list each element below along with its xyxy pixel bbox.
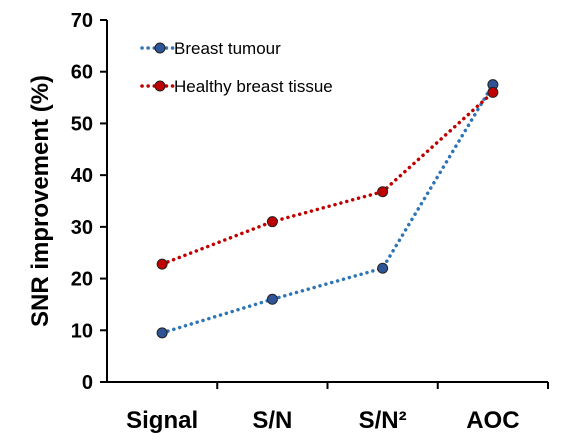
data-point	[266, 293, 278, 305]
y-axis-label: SNR improvement (%)	[27, 75, 54, 327]
series-line	[160, 82, 495, 335]
legend-marker	[154, 80, 166, 92]
series-lines	[156, 79, 499, 339]
legend-label: Breast tumour	[174, 39, 281, 58]
y-tick-label: 50	[71, 113, 93, 135]
y-tick-label: 40	[71, 165, 93, 187]
data-point	[487, 86, 499, 98]
data-point	[266, 216, 278, 228]
legend-marker	[154, 42, 166, 54]
y-tick-label: 0	[82, 372, 93, 394]
x-tick-label: Signal	[126, 407, 198, 434]
legend-label: Healthy breast tissue	[174, 77, 333, 96]
y-tick-label: 70	[71, 10, 93, 32]
y-tick-label: 30	[71, 217, 93, 239]
y-tick-label: 60	[71, 62, 93, 84]
data-point	[156, 258, 168, 270]
data-point	[377, 262, 389, 274]
x-tick-labels: Signal S/N S/N² AOC	[126, 407, 519, 434]
data-point	[156, 327, 168, 339]
y-tick-label: 20	[71, 269, 93, 291]
x-tick-label: AOC	[466, 407, 519, 434]
x-tick-label: S/N	[252, 407, 292, 434]
axes	[100, 19, 549, 389]
data-point	[377, 186, 389, 198]
y-tick-label: 10	[71, 320, 93, 342]
legend: Breast tumour Healthy breast tissue	[140, 39, 333, 96]
x-tick-label: S/N²	[359, 407, 407, 434]
y-tick-labels: 0 10 20 30 40 50 60 70	[71, 10, 93, 394]
series-line	[160, 90, 495, 266]
